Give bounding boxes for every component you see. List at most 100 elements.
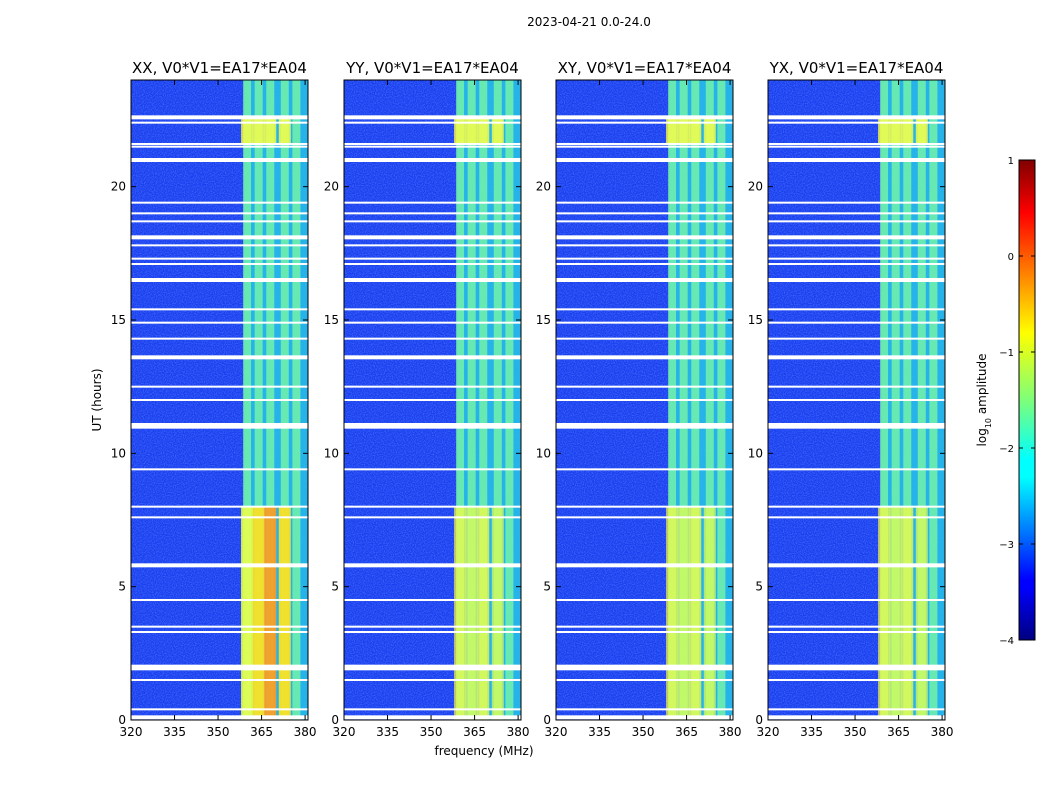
flagged-row-21 [556,263,733,265]
strong-signal-2 [901,506,914,720]
flagged-row-12 [768,424,945,429]
y-tick-label: 0 [543,713,551,727]
flagged-row-18 [768,321,945,324]
flagged-row-27 [131,201,308,204]
flagged-row-20 [768,278,945,282]
strong-signal-2 [689,506,702,720]
flagged-row-22 [768,257,945,260]
flagged-row-8 [556,563,733,568]
strong-signal-2 [264,506,277,720]
flagged-row-18 [131,321,308,324]
strong-signal-upper-0 [878,117,891,144]
x-tick-label: 350 [420,725,443,739]
panels: XX, V0*V1=EA17*EA04 320 335 350 365 380 0 5 10 15… [111,59,954,739]
panel-yx: YX, V0*V1=EA17*EA04 320 335 350 365 380 0 5 10 15… [748,59,954,739]
flagged-row-10 [344,505,521,508]
x-tick-label: 380 [294,725,317,739]
flagged-row-13 [131,423,308,425]
flagged-row-14 [131,399,308,401]
flagged-row-12 [344,424,521,429]
flagged-row-4 [344,664,521,669]
flagged-row-17 [344,337,521,340]
strong-signal-upper-3 [703,117,716,144]
x-tick-label: 320 [333,725,356,739]
x-tick-label: 335 [376,725,399,739]
colorbar-label-rest: amplitude [975,354,989,418]
flagged-row-32 [556,115,733,120]
flagged-row-9 [344,516,521,519]
flagged-row-29 [556,145,733,148]
flagged-row-31 [344,121,521,124]
flagged-row-16 [131,355,308,360]
flagged-row-2 [768,679,945,681]
strong-signal-upper-2 [901,117,914,144]
strong-signal-2 [477,506,490,720]
flagged-row-25 [768,220,945,223]
y-tick-label: 10 [536,446,551,460]
flagged-row-26 [344,212,521,215]
x-tick-label: 350 [844,725,867,739]
flagged-row-22 [131,257,308,260]
flagged-row-14 [556,399,733,401]
flagged-row-32 [131,115,308,120]
flagged-row-21 [131,263,308,265]
flagged-row-31 [556,121,733,124]
flagged-row-17 [131,337,308,340]
colorbar-label-base: 10 [984,418,993,428]
flagged-row-16 [344,355,521,360]
x-tick-label: 365 [250,725,273,739]
flagged-row-13 [556,423,733,425]
strong-signal-1 [465,506,478,720]
flagged-row-4 [556,664,733,669]
flagged-row-3 [768,668,945,671]
colorbar-tick-label: 0 [1008,252,1014,263]
x-tick-label: 365 [887,725,910,739]
flagged-row-28 [344,158,521,162]
flagged-row-14 [344,399,521,401]
strong-signal-upper-3 [915,117,928,144]
strong-signal-upper-1 [252,117,265,144]
flagged-row-0 [556,715,733,720]
colorbar-tick-label: −2 [999,444,1014,455]
flagged-row-6 [768,625,945,628]
flagged-row-2 [131,679,308,681]
panel-xx: XX, V0*V1=EA17*EA04 320 335 350 365 380 0 5 10 15… [111,59,317,739]
strong-signal-0 [878,506,891,720]
flagged-row-25 [556,220,733,223]
y-tick-label: 0 [755,713,763,727]
strong-signal-upper-3 [491,117,504,144]
flagged-row-29 [131,145,308,148]
flagged-row-26 [556,212,733,215]
strong-signal-3 [491,506,504,720]
flagged-row-21 [344,263,521,265]
colorbar-label-log: log [975,428,989,446]
flagged-row-6 [131,625,308,628]
flagged-row-12 [556,424,733,429]
strong-signal-3 [915,506,928,720]
strong-signal-upper-3 [278,117,291,144]
colorbar: 10−1−2−3−4 log10 amplitude [975,156,1036,647]
strong-signal-3 [278,506,291,720]
x-tick-label: 320 [545,725,568,739]
strong-signal-upper-1 [677,117,690,144]
flagged-row-28 [131,158,308,162]
axes-frame [130,79,309,721]
flagged-row-24 [344,235,521,240]
flagged-row-9 [131,516,308,519]
flagged-row-0 [768,715,945,720]
y-tick-label: 20 [111,180,126,194]
panel-title: XY, V0*V1=EA17*EA04 [558,59,732,77]
panel-title: XX, V0*V1=EA17*EA04 [132,59,307,77]
flagged-row-8 [131,563,308,568]
strong-signal-upper-0 [666,117,679,144]
flagged-row-11 [768,468,945,471]
flagged-row-16 [768,355,945,360]
x-tick-label: 335 [588,725,611,739]
flagged-row-31 [768,121,945,124]
flagged-row-3 [131,668,308,671]
strong-signal-upper-1 [465,117,478,144]
x-tick-label: 320 [120,725,143,739]
flagged-row-18 [556,321,733,324]
flagged-row-18 [344,321,521,324]
